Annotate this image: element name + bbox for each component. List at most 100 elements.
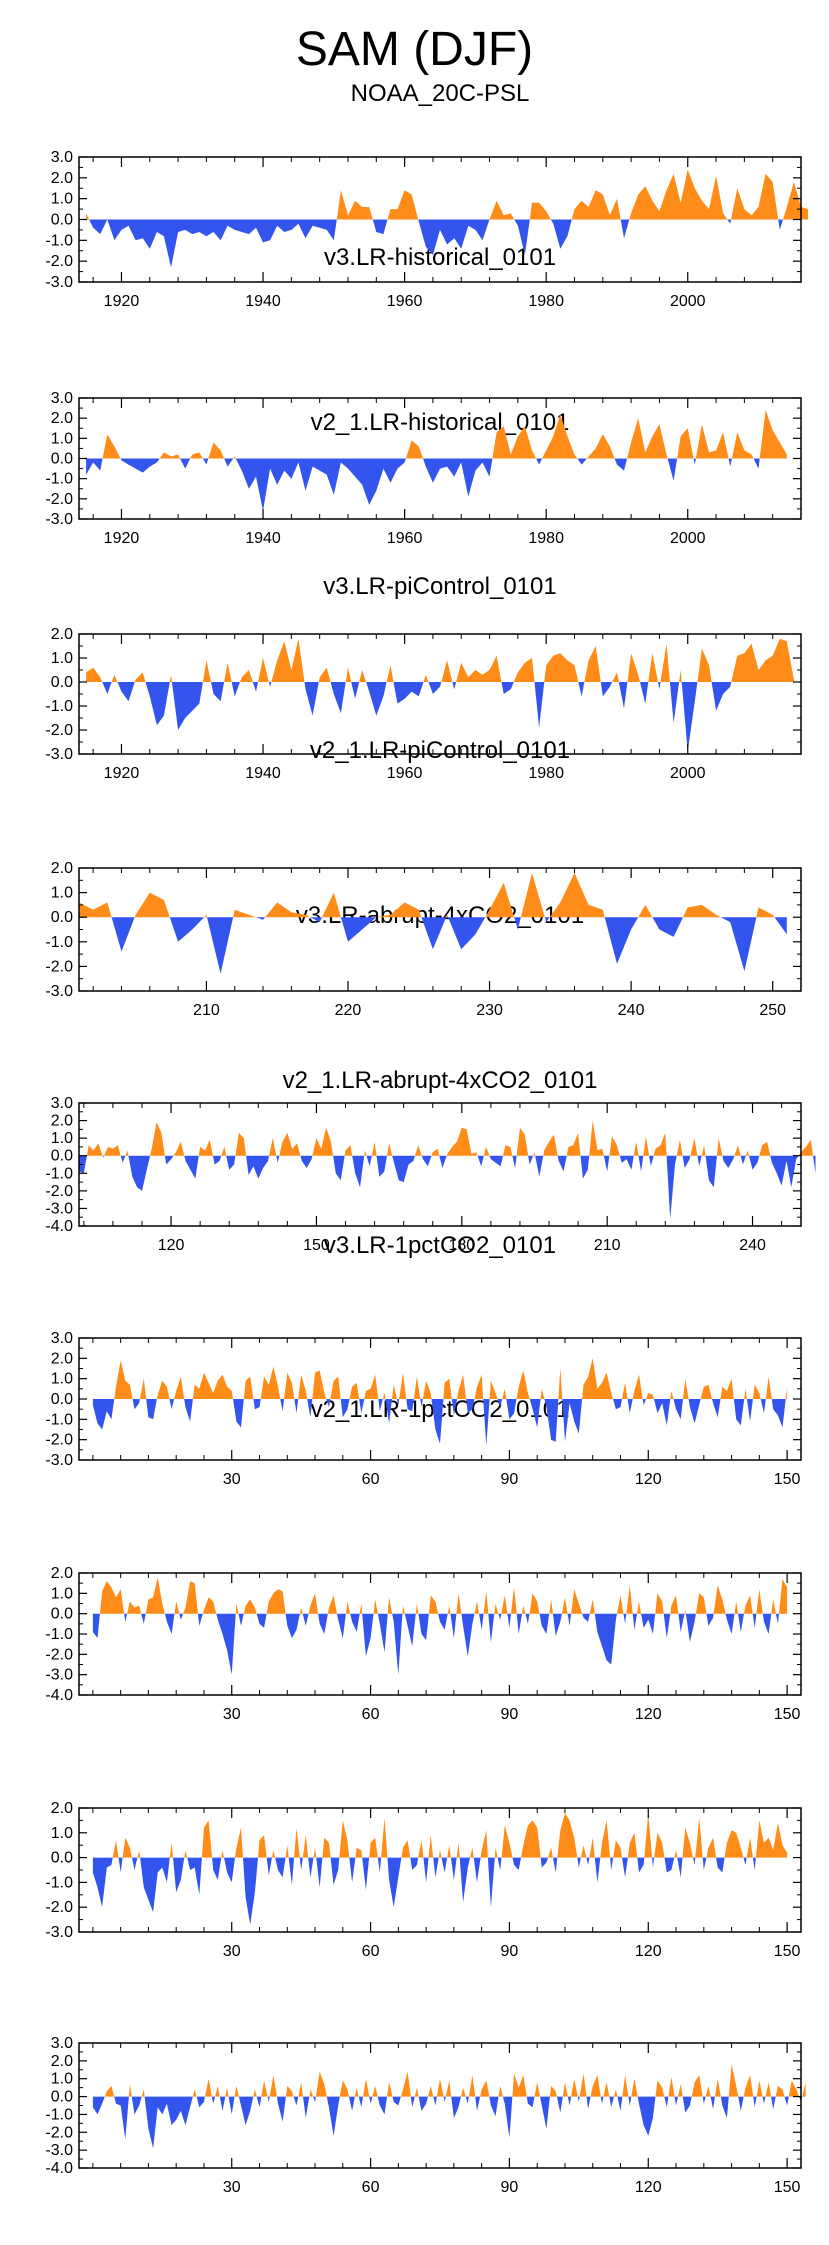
plot-frame-4 [78,1102,802,1227]
y-tick-label: 3.0 [51,1095,73,1112]
y-tick-label: 3.0 [51,149,73,166]
y-tick-label: 1.0 [51,1825,73,1842]
y-tick-label: -2.0 [45,1899,73,1916]
x-tick-label: 90 [501,1706,519,1723]
panel-1: 3.0 2.0 1.0 0.0 -1.0 -2.0 -3.0 1920 1940 1960 1980… [45,390,802,547]
y-tick-label: -2.0 [45,1183,73,1200]
positive-area-7 [92,1813,788,1858]
panel-title-v3-1pctco2: v3.LR-1pctCO2_0101 [323,1232,557,1259]
y-tick-label: -1.0 [45,1165,73,1182]
negative-area-0 [86,219,809,268]
y-tick-label: -4.0 [45,1218,73,1235]
y-tick-label: 0.0 [51,451,73,468]
y-tick-label: 2.0 [51,2053,73,2070]
x-tick-label: 2000 [670,293,706,310]
y-tick-label: 2.0 [51,1113,73,1130]
positive-area-0 [86,169,809,220]
main-title: SAM (DJF) [295,23,534,76]
y-tick-label: -3.0 [45,511,73,528]
panel-7: 2.0 1.0 0.0 -1.0 -2.0 -3.0 30 60 90 120 150 [45,1800,802,1960]
y-tick-label: -1.0 [45,1411,73,1428]
y-tick-label: 3.0 [51,2035,73,2052]
x-tick-label: 90 [501,1471,519,1488]
x-tick-label: 60 [362,2179,380,2196]
y-tick-label: 2.0 [51,170,73,187]
x-tick-label: 30 [223,1706,241,1723]
y-tick-label: -3.0 [45,1667,73,1684]
y-tick-label: 2.0 [51,410,73,427]
x-tick-label: 210 [193,1002,220,1019]
positive-area-8 [92,2064,806,2097]
negative-area-2 [86,682,794,752]
y-tick-label: -3.0 [45,746,73,763]
x-tick-label: 220 [335,1002,362,1019]
x-tick-label: 180 [448,1237,475,1254]
negative-area-5 [92,1399,788,1446]
panel-title-v3-historical: v3.LR-historical_0101 [323,244,557,271]
x-tick-label: 90 [501,2179,519,2196]
x-tick-label: 120 [635,1471,662,1488]
panel-4: 3.02.01.00.0-1.0-2.0-3.0-4.0 120 150 180 210… [45,1095,816,1254]
y-tick-label: -4.0 [45,1687,73,1704]
x-tick-label: 240 [618,1002,645,1019]
positive-area-3 [79,872,787,918]
y-tick-label: 1.0 [51,1585,73,1602]
y-tick-label: -2.0 [45,2124,73,2141]
y-tick-label: 0.0 [51,1148,73,1165]
y-tick-label: 3.0 [51,1330,73,1347]
x-tick-label: 240 [739,1237,766,1254]
y-tick-label: -2.0 [45,253,73,270]
x-tick-label: 150 [303,1237,330,1254]
panel-title-v2-1-picontrol: v2_1.LR-piControl_0101 [309,737,571,764]
y-tick-label: 1.0 [51,1371,73,1388]
y-tick-label: -4.0 [45,2160,73,2177]
y-tick-label: 0.0 [51,1606,73,1623]
y-tick-label: -1.0 [45,1874,73,1891]
x-tick-label: 120 [158,1237,185,1254]
x-tick-label: 1920 [104,765,140,782]
x-tick-label: 60 [362,1943,380,1960]
positive-area-2 [86,638,794,682]
x-tick-label: 60 [362,1706,380,1723]
positive-area-4 [79,1120,816,1156]
y-tick-label: -2.0 [45,1432,73,1449]
panel-3: 2.0 1.0 0.0 -1.0 -2.0 -3.0 210 220 230 240 250 [45,860,802,1019]
positive-area-5 [92,1358,788,1399]
x-tick-label: 1940 [245,530,281,547]
x-tick-label: 90 [501,1943,519,1960]
y-tick-label: -3.0 [45,274,73,291]
x-tick-label: 120 [635,1943,662,1960]
negative-area-1 [86,458,787,511]
y-tick-label: 2.0 [51,626,73,643]
positive-area-6 [92,1577,788,1614]
x-tick-label: 150 [774,1706,801,1723]
y-tick-label: 0.0 [51,2089,73,2106]
negative-area-7 [92,1857,788,1925]
negative-area-8 [92,2096,806,2149]
panel-title-noaa-20c-psl: NOAA_20C-PSL [350,80,530,107]
y-tick-label: 2.0 [51,1350,73,1367]
y-tick-label: 1.0 [51,2071,73,2088]
x-tick-label: 210 [594,1237,621,1254]
y-tick-label: 1.0 [51,430,73,447]
panel-6: 2.0 1.0 0.0 -1.0 -2.0 -3.0 -4.0 30 60 90 120 150 [45,1565,802,1723]
y-tick-label: 0.0 [51,212,73,229]
x-tick-label: 1940 [245,765,281,782]
x-tick-label: 1920 [104,293,140,310]
y-tick-label: -3.0 [45,1452,73,1469]
x-tick-label: 230 [476,1002,503,1019]
x-tick-label: 1940 [245,293,281,310]
y-tick-label: -1.0 [45,471,73,488]
x-tick-label: 1960 [387,765,423,782]
x-tick-label: 30 [223,1943,241,1960]
x-tick-label: 150 [774,2179,801,2196]
panel-8: 3.02.01.00.0-1.0-2.0-3.0-4.0 30 60 90 120 150 [45,2035,806,2196]
y-tick-label: 2.0 [51,860,73,877]
y-tick-label: -2.0 [45,1646,73,1663]
y-tick-label: -1.0 [45,1626,73,1643]
x-tick-label: 30 [223,1471,241,1488]
x-tick-label: 1980 [528,293,564,310]
y-tick-label: -1.0 [45,2106,73,2123]
y-tick-label: 0.0 [51,674,73,691]
